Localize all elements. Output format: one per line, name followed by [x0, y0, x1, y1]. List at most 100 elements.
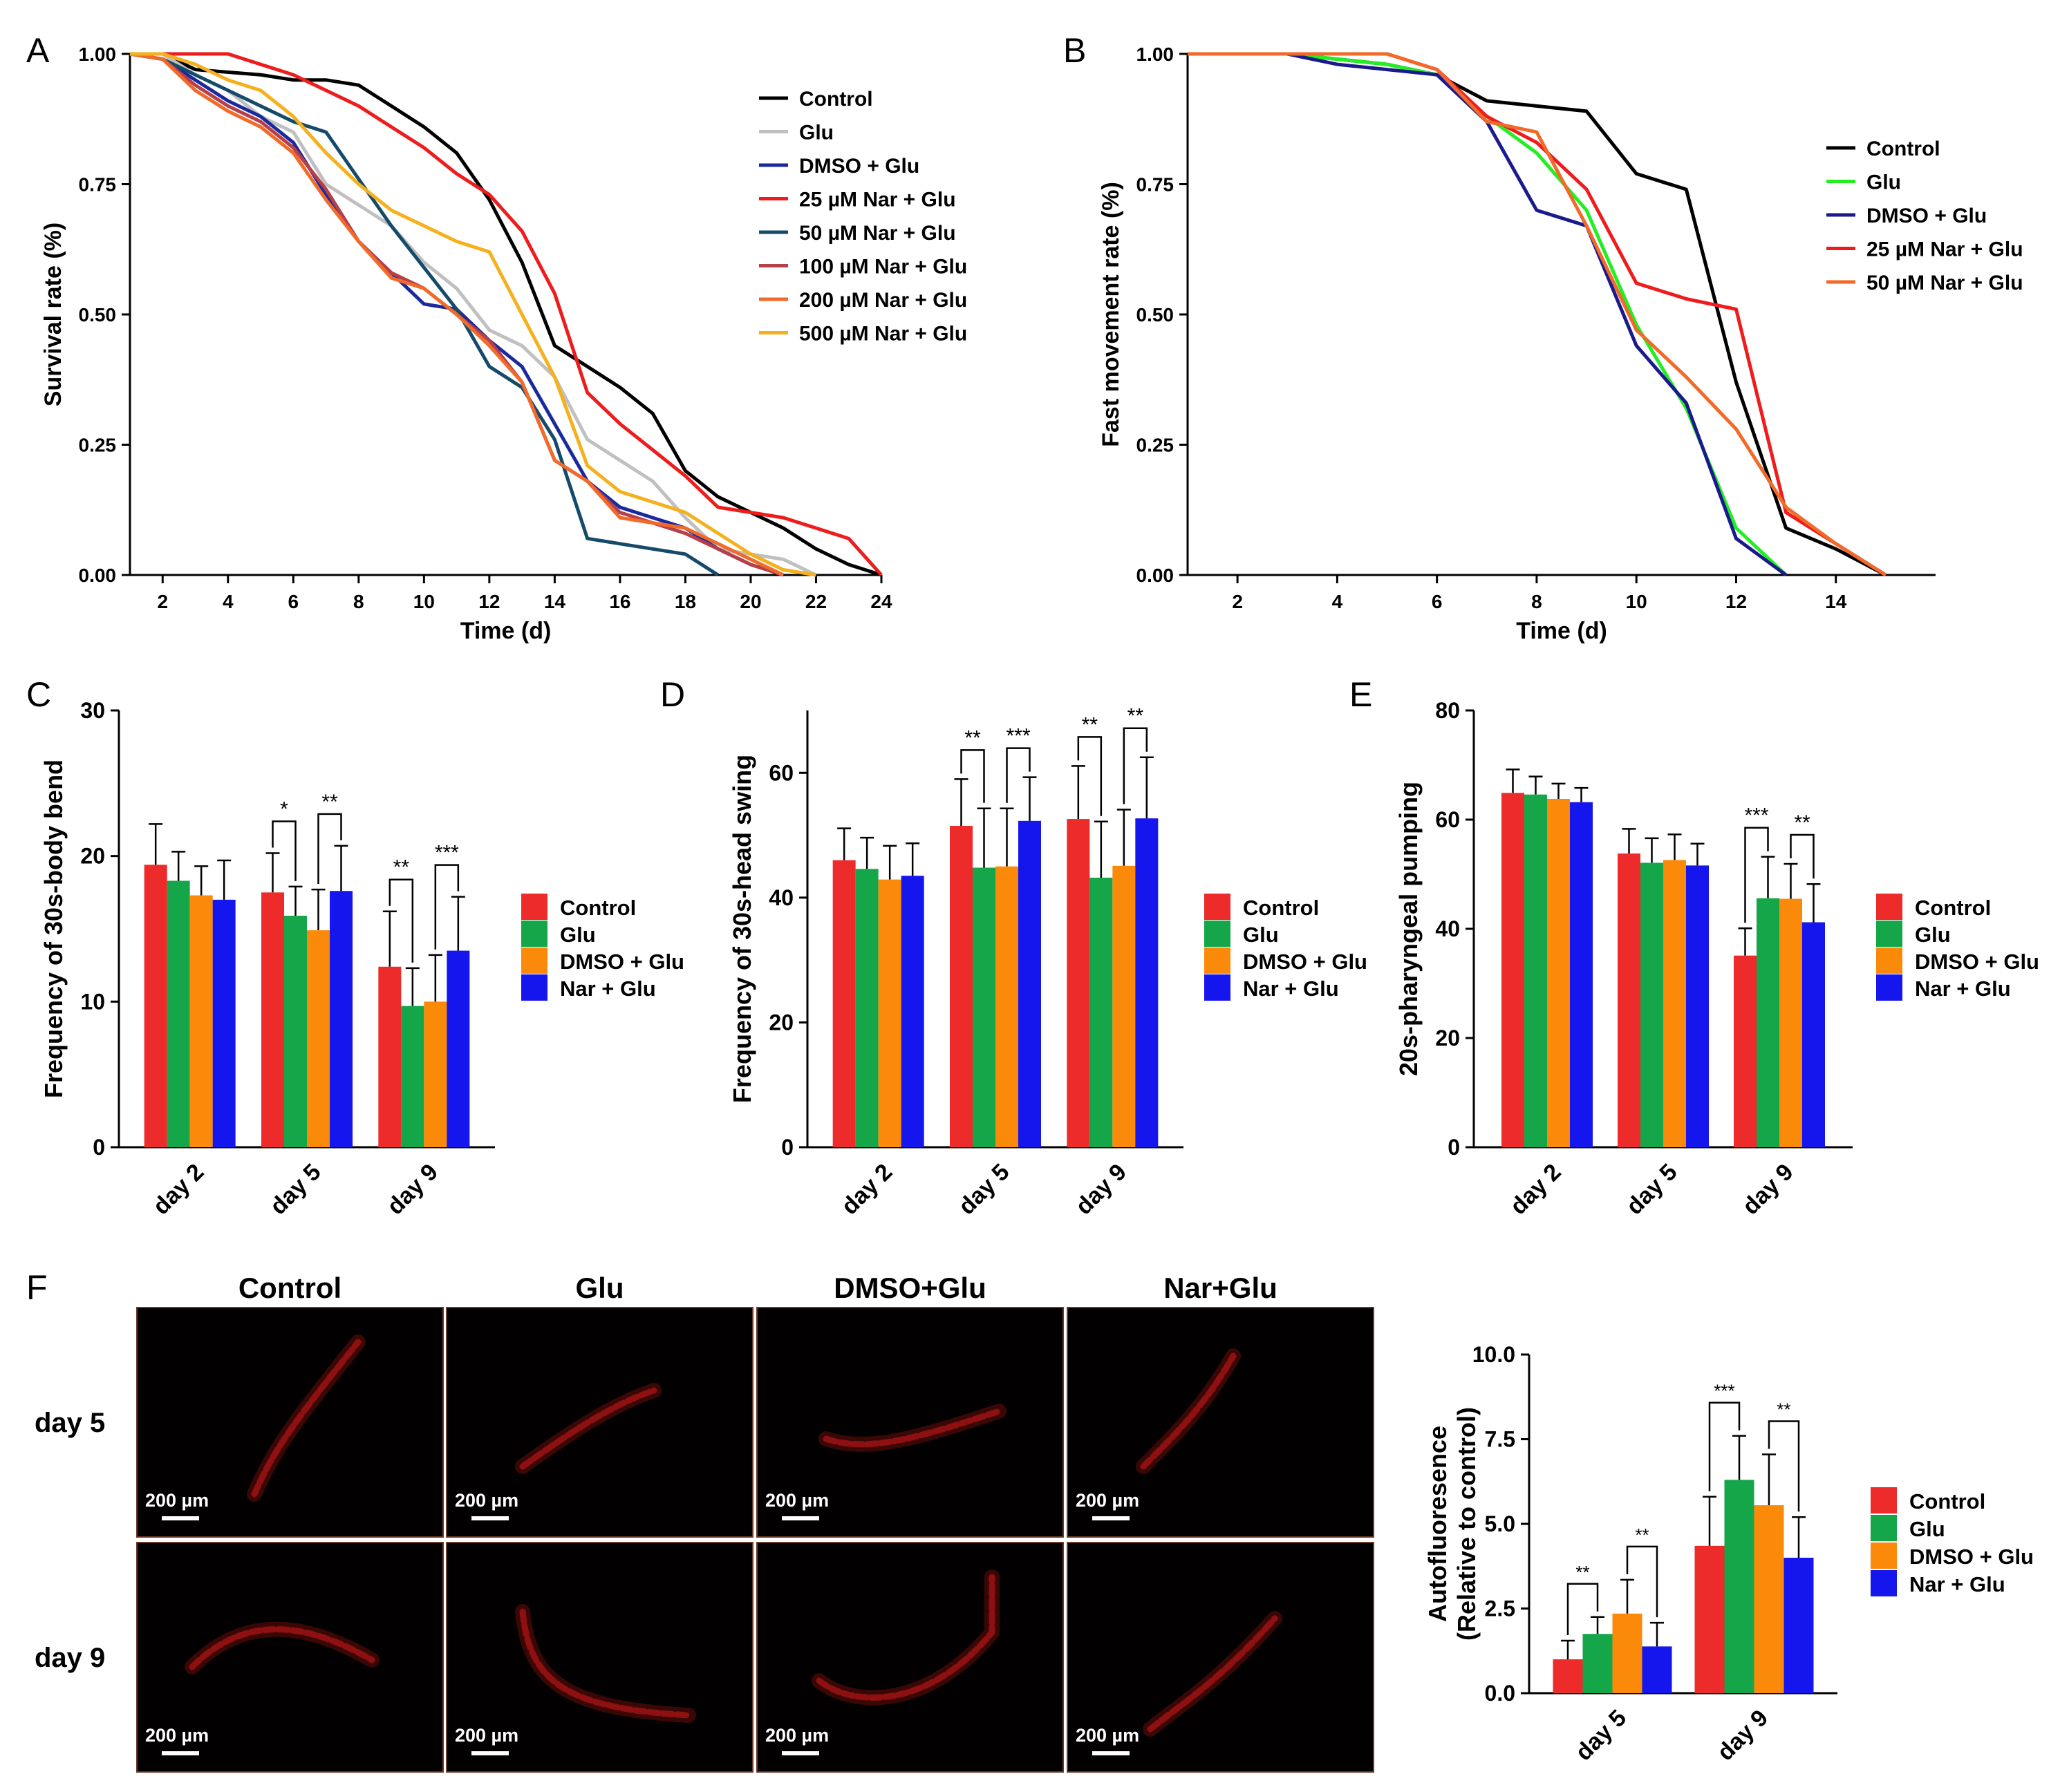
scale-bar-label: 200 µm	[765, 1490, 829, 1511]
y-axis-label: Fast movement rate (%)	[1098, 182, 1124, 447]
legend-swatch	[1204, 894, 1230, 920]
bar	[1524, 794, 1547, 1147]
legend-label: Nar + Glu	[1915, 977, 2011, 1001]
bar	[1686, 865, 1709, 1147]
significance-bracket	[1744, 827, 1769, 923]
legend-label: 500 µM Nar + Glu	[799, 323, 967, 346]
legend-swatch	[521, 974, 547, 1001]
legend-swatch	[1204, 921, 1230, 947]
series-line	[130, 52, 817, 577]
x-tick-label: 14	[1825, 591, 1847, 612]
scale-bar-label: 200 µm	[145, 1725, 209, 1746]
legend-swatch	[1871, 1487, 1897, 1513]
legend-swatch	[1204, 974, 1230, 1001]
legend-label: DMSO + Glu	[799, 155, 919, 178]
bar	[855, 869, 879, 1147]
scale-bar-label: 200 µm	[455, 1490, 518, 1511]
significance-label: **	[321, 791, 338, 813]
y-axis-label: Survival rate (%)	[40, 223, 66, 406]
legend-label: DMSO + Glu	[560, 950, 684, 974]
worm-body	[1147, 1615, 1278, 1733]
scale-bar	[162, 1516, 199, 1520]
x-tick-label: 6	[1432, 591, 1443, 612]
legend-swatch	[1871, 1570, 1897, 1596]
x-tick-label: day 5	[1571, 1705, 1631, 1766]
legend-label: Control	[560, 896, 636, 920]
x-tick-label: 22	[805, 591, 827, 612]
significance-bracket	[1708, 1402, 1741, 1491]
legend-label: 100 µM Nar + Glu	[799, 256, 967, 279]
bar	[1553, 1659, 1583, 1693]
legend-label: 200 µM Nar + Glu	[799, 289, 967, 312]
legend-label: Control	[799, 88, 873, 111]
significance-label: **	[1635, 1525, 1649, 1545]
significance-bracket	[1566, 1583, 1599, 1636]
x-tick-label: 10	[1626, 591, 1647, 612]
bar	[901, 876, 924, 1147]
scale-bar-label: 200 µm	[455, 1725, 518, 1746]
significance-label: **	[393, 856, 410, 879]
worm-body	[823, 1408, 1002, 1448]
significance-label: ***	[435, 842, 459, 865]
bar	[1642, 1646, 1672, 1693]
bar	[144, 865, 167, 1147]
micro-row-label: day 5	[35, 1408, 105, 1438]
x-tick-label: day 2	[836, 1159, 897, 1220]
legend-label: DMSO + Glu	[1909, 1545, 2034, 1569]
y-tick-label: 2.5	[1485, 1596, 1515, 1621]
y-tick-label: 1.00	[79, 44, 117, 65]
legend-label: Control	[1866, 138, 1940, 160]
y-axis-label: (Relative to control)	[1452, 1407, 1481, 1641]
bar	[1754, 1505, 1784, 1693]
x-tick-label: 4	[1332, 591, 1343, 612]
bar	[378, 966, 402, 1147]
series-line	[130, 52, 883, 576]
significance-bracket	[1790, 833, 1815, 879]
y-tick-label: 0.00	[79, 565, 117, 586]
x-tick-label: 6	[288, 591, 299, 612]
significance-label: **	[1575, 1562, 1589, 1583]
scale-bar	[1092, 1516, 1130, 1520]
legend-swatch	[1876, 921, 1902, 947]
worm-body	[1140, 1352, 1237, 1470]
legend-label: Control	[1909, 1489, 1985, 1513]
y-axis-label: Frequency of 30s-body bend	[39, 760, 68, 1098]
x-axis-label: Time (d)	[460, 618, 552, 644]
micro-image	[756, 1542, 1064, 1773]
legend-swatch	[1204, 947, 1230, 974]
bar	[447, 950, 470, 1147]
microscopy-grid: Control Glu DMSO+Glu Nar+Glu day 5 day 9 200 µ…	[35, 1272, 1376, 1773]
x-tick-label: 2	[157, 591, 168, 612]
legend-label: Nar + Glu	[1909, 1572, 2005, 1596]
legend-swatch	[1876, 947, 1902, 974]
bar	[878, 879, 901, 1147]
y-tick-label: 20	[769, 1010, 794, 1035]
x-tick-label: 2	[1232, 591, 1243, 612]
legend-label: Glu	[560, 923, 596, 947]
legend-swatch	[521, 921, 547, 947]
scale-bar	[471, 1516, 509, 1520]
bar-chart-f: 0.0 2.5 5.0 7.5 10.0 day 5 day 9 Autofluoresenc…	[1423, 1342, 2034, 1766]
significance-bracket	[1123, 727, 1148, 804]
y-tick-label: 30	[80, 698, 105, 723]
micro-image	[446, 1542, 753, 1773]
micro-column-label: Glu	[576, 1272, 624, 1304]
bar	[1663, 860, 1686, 1147]
bar	[401, 1006, 424, 1147]
x-tick-label: day 9	[1737, 1159, 1798, 1220]
bar	[212, 899, 236, 1147]
bar	[1779, 898, 1802, 1147]
x-tick-label: 8	[353, 591, 364, 612]
bar	[1618, 853, 1640, 1147]
legend-swatch	[1871, 1515, 1897, 1541]
x-tick-label: day 5	[265, 1159, 326, 1220]
x-tick-label: day 2	[1505, 1159, 1566, 1220]
legend-label: 50 µM Nar + Glu	[1866, 272, 2023, 294]
y-tick-label: 60	[1435, 807, 1460, 832]
micro-image	[136, 1542, 444, 1773]
y-tick-label: 60	[769, 760, 794, 785]
bar-chart-e: 0 20 40 60 80 day 2 day 5 day 9 20s-pharyngeal p…	[1394, 698, 2039, 1220]
x-tick-label: 24	[870, 591, 892, 612]
significance-label: **	[1082, 713, 1098, 736]
